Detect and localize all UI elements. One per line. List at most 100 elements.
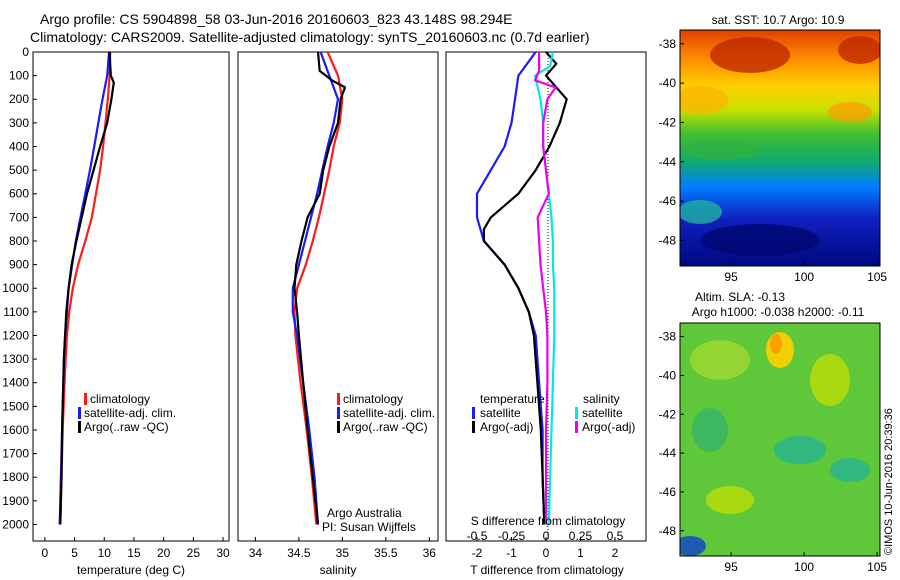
ytick-label: -40 (659, 76, 677, 90)
sla-ytick-labels: -38 -40 -42 -44 -46 -48 (659, 330, 684, 538)
difference-panel: -2 -1 0 1 2 -0.5 -0.25 0 0.25 0.5 T difference f… (445, 51, 647, 577)
top-tick-label: 0.5 (607, 529, 624, 543)
difference-top-tick-labels: -0.5 -0.25 0 0.25 0.5 (467, 529, 624, 543)
ytick-label: -46 (659, 485, 677, 499)
depth-tick-label: 1500 (2, 399, 29, 413)
xtick-label: 34 (249, 546, 263, 560)
series-line-argo-adj- (482, 52, 568, 525)
xtick-label: 15 (127, 546, 141, 560)
ytick-label: -44 (659, 446, 677, 460)
depth-tick-label: 1600 (2, 423, 29, 437)
depth-tick-label: 700 (9, 210, 29, 224)
xtick-label: 36 (423, 546, 437, 560)
difference-xtick-labels: -2 -1 0 1 2 (472, 537, 619, 560)
sst-map-frame (679, 29, 881, 267)
series-line-argo-raw-qc- (293, 52, 347, 525)
top-tick-label: -0.25 (498, 529, 526, 543)
ytick-label: -38 (659, 37, 677, 51)
legend-swatch-s-satellite (575, 407, 578, 419)
xtick-label: 10 (98, 546, 112, 560)
xtick-label: 0 (543, 546, 550, 560)
top-tick-label: -0.5 (467, 529, 488, 543)
series-line-argo-adj- (533, 52, 557, 525)
legend-label-satellite: satellite-adj. clim. (84, 406, 176, 420)
sst-ytick-labels: -38 -40 -42 -44 -46 -48 (659, 37, 684, 247)
xtick-label: 1 (577, 546, 584, 560)
sst-cold-patch (700, 224, 820, 256)
legend-label-satellite: satellite-adj. clim. (343, 406, 435, 420)
ytick-label: -48 (659, 233, 677, 247)
xtick-label: 100 (794, 270, 814, 284)
depth-tick-label: 1200 (2, 328, 29, 342)
xtick-label: 105 (867, 270, 887, 284)
sst-map-panel: sat. SST: 10.7 Argo: 10.9 -38 -40 -42 -44 -4… (659, 13, 888, 284)
ytick-label: -44 (659, 155, 677, 169)
ytick-label: -42 (659, 115, 677, 129)
xtick-label: 100 (794, 560, 814, 574)
depth-tick-label: 900 (9, 258, 29, 272)
sst-warm-patch (838, 36, 880, 64)
depth-tick-label: 1700 (2, 447, 29, 461)
legend-swatch-climatology (84, 393, 87, 405)
depth-tick-labels: 0 100 200 300 400 500 600 700 800 900 1000 1100 1200… (2, 45, 37, 531)
legend-label-s-argo: Argo(-adj) (582, 420, 635, 434)
xtick-label: 5 (71, 546, 78, 560)
ytick-label: -46 (659, 194, 677, 208)
legend-label-argo: Argo(..raw -QC) (84, 420, 169, 434)
depth-tick-label: 2000 (2, 517, 29, 531)
sla-patch (810, 354, 850, 406)
legend-swatch-t-satellite (472, 407, 475, 419)
salinity-series (291, 52, 347, 525)
legend-title-salinity: salinity (583, 392, 620, 406)
sst-map-title: sat. SST: 10.7 Argo: 10.9 (712, 13, 845, 27)
xtick-label: 34.5 (287, 546, 311, 560)
legend-swatch-argo (78, 421, 81, 433)
depth-tick-label: 800 (9, 234, 29, 248)
sla-low-patch (680, 536, 706, 556)
sla-high-patch (770, 334, 782, 354)
temperature-xlabel: temperature (deg C) (77, 563, 185, 577)
salinity-xlabel: salinity (320, 563, 357, 577)
series-line-climatology (59, 52, 112, 525)
depth-tick-label: 0 (22, 45, 29, 59)
xtick-label: 35.5 (374, 546, 398, 560)
xtick-label: 95 (724, 270, 738, 284)
ytick-label: -40 (659, 368, 677, 382)
sla-map-panel: Altim. SLA: -0.13 Argo h1000: -0.038 h20… (659, 290, 888, 574)
temperature-legend: climatology satellite-adj. clim. Argo(..… (78, 392, 176, 434)
sla-map-frame (679, 322, 881, 557)
xtick-label: 2 (612, 546, 619, 560)
xtick-label: 30 (216, 546, 230, 560)
sla-low-patch (830, 458, 870, 482)
depth-tick-label: 1100 (3, 305, 29, 319)
depth-tick-label: 500 (9, 163, 29, 177)
sst-patch (828, 102, 872, 122)
series-line-argo-raw-qc- (59, 52, 115, 525)
depth-tick-label: 1800 (2, 470, 29, 484)
depth-tick-label: 1300 (2, 352, 29, 366)
ytick-label: -48 (659, 524, 677, 538)
depth-tick-label: 1000 (2, 281, 29, 295)
legend-swatch-satellite (78, 407, 81, 419)
xtick-label: 25 (187, 546, 201, 560)
legend-swatch-argo (337, 421, 340, 433)
xtick-label: 0 (42, 546, 49, 560)
legend-swatch-satellite (337, 407, 340, 419)
legend-label-t-argo: Argo(-adj) (480, 420, 533, 434)
xtick-label: 105 (867, 560, 887, 574)
sla-map-subtitle: Argo h1000: -0.038 h2000: -0.11 (692, 305, 865, 319)
series-line-satellite-adj-clim- (58, 52, 111, 525)
sla-patch (706, 486, 754, 514)
xtick-label: 35 (336, 546, 350, 560)
footer-credit: ©IMOS 10-Jun-2016 20:39:36 (883, 408, 895, 555)
sla-heatmap (680, 323, 880, 556)
legend-label-s-satellite: satellite (582, 406, 623, 420)
sst-patch (680, 200, 722, 224)
xtick-label: -2 (472, 546, 483, 560)
xtick-label: 95 (724, 560, 738, 574)
legend-label-argo: Argo(..raw -QC) (343, 420, 428, 434)
salinity-note-project: Argo Australia (327, 506, 402, 520)
legend-label-t-satellite: satellite (480, 406, 521, 420)
depth-tick-label: 1400 (2, 376, 29, 390)
